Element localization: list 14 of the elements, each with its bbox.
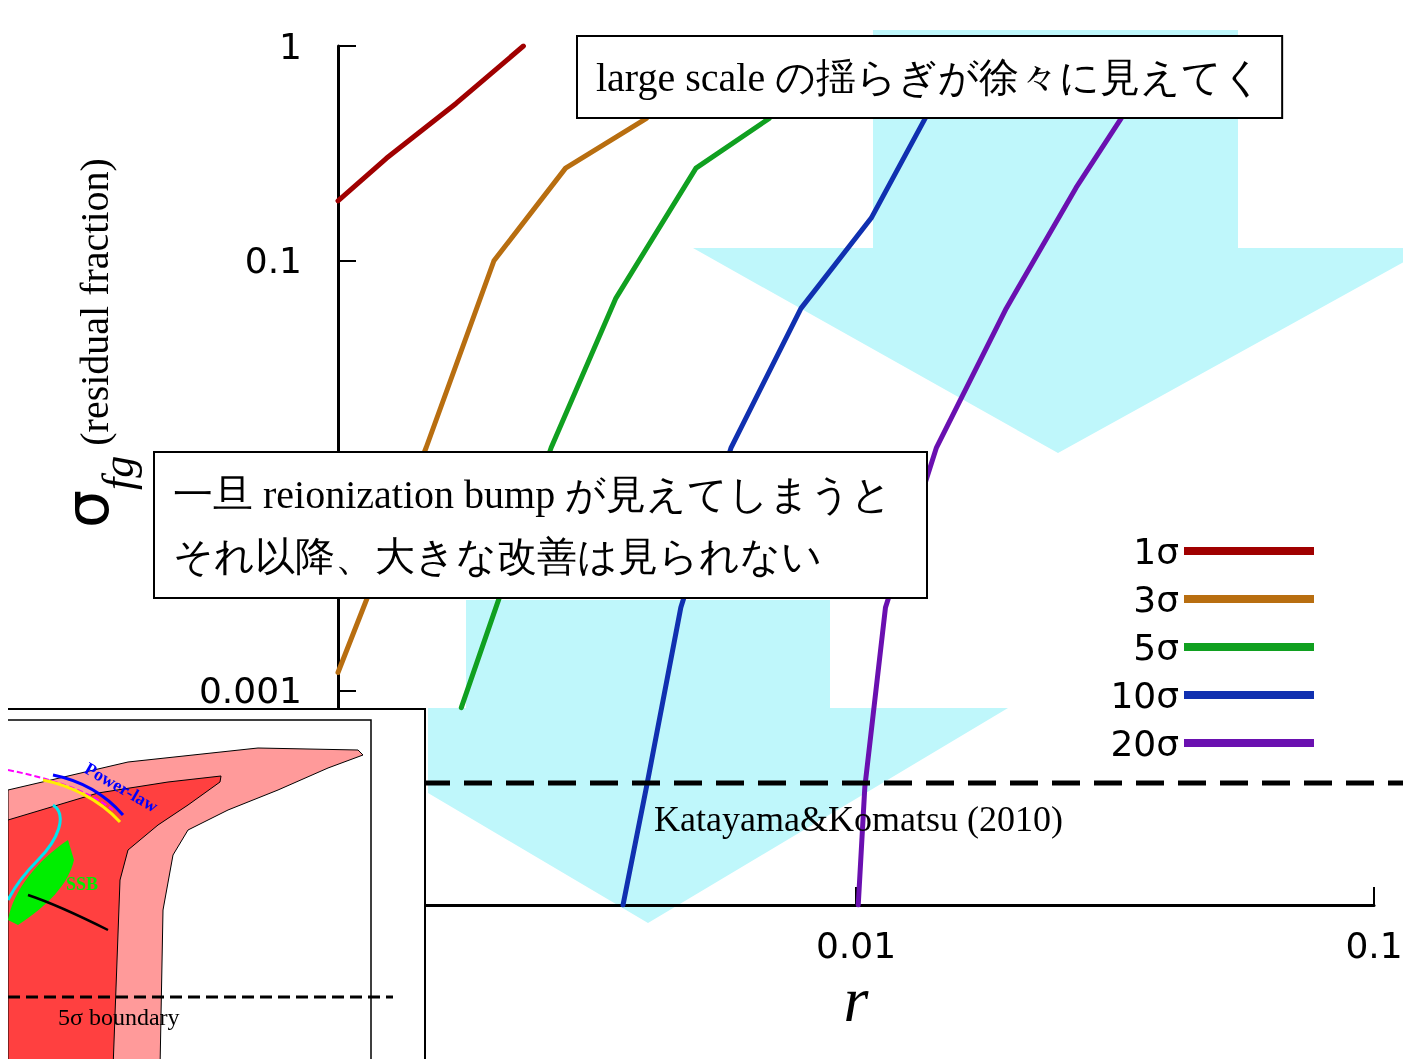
legend-label: 5σ bbox=[1133, 626, 1179, 668]
legend-label: 3σ bbox=[1133, 578, 1179, 620]
legend-label: 1σ bbox=[1133, 530, 1179, 572]
legend-label: 10σ bbox=[1110, 674, 1179, 716]
y-tick-label: 1 bbox=[279, 25, 302, 67]
annotation: large scale の揺らぎが徐々に見えてく bbox=[596, 54, 1264, 100]
y-tick-label: 0.1 bbox=[244, 240, 302, 282]
annotation: 一旦 reionization bump が見えてしまうとそれ以降、大きな改善は見られない bbox=[173, 471, 893, 579]
text: SSB bbox=[66, 874, 99, 894]
y-tick-label: 0.001 bbox=[198, 669, 302, 711]
text: 5σ boundary bbox=[58, 1004, 180, 1030]
x-axis-title: r bbox=[843, 964, 870, 1036]
legend-label: 20σ bbox=[1110, 722, 1179, 764]
x-tick-label: 0.01 bbox=[815, 924, 897, 966]
